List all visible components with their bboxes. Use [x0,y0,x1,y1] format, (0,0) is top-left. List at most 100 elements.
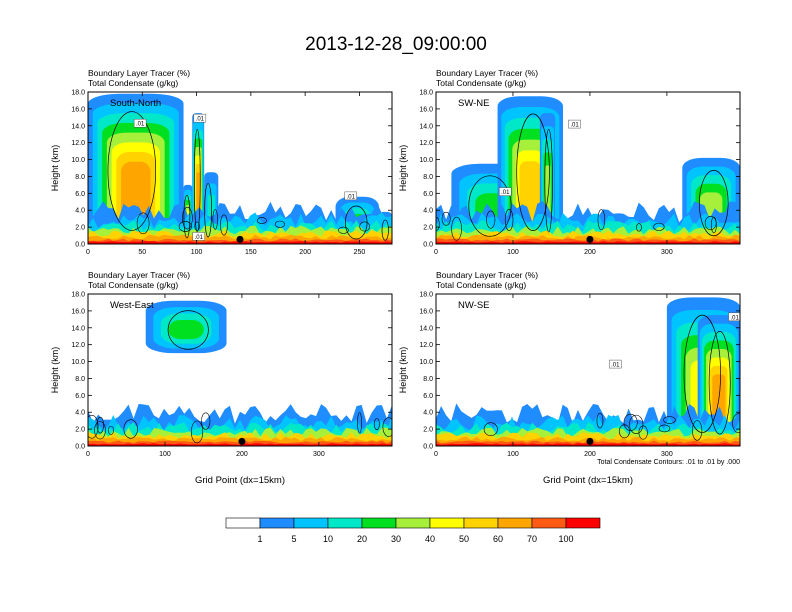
contour-line [182,206,193,230]
contour-line [373,418,380,431]
colorbar-label: 100 [558,534,573,544]
contour-line [88,414,99,439]
panel-title-line2: Total Condensate (g/kg) [88,78,178,88]
y-tick-label: 10.0 [71,359,85,366]
boundary-band-level-10 [436,241,740,244]
colorbar-label: 10 [323,534,333,544]
y-tick-label: 2.0 [75,225,85,232]
contour-label-box [344,191,357,201]
contour-line [468,175,512,237]
contour-line [436,217,440,231]
contour-label-box [192,232,205,241]
contour-line [220,214,228,236]
x-tick-label: 100 [191,249,203,256]
x-axis-label: Grid Point (dx=15km) [195,475,285,486]
plume-0-level-4 [168,319,204,340]
x-tick-label: 0 [434,249,438,256]
contour-line [596,412,604,429]
x-tick-label: 200 [584,249,596,256]
figure-title: 2013-12-28_09:00:00 [305,34,487,55]
colorbar-box [259,517,295,529]
panel-title-line2: Total Condensate (g/kg) [88,280,178,290]
colorbar-label: 20 [357,534,367,544]
x-tick-label: 0 [86,451,90,458]
contour-line [732,413,740,433]
contour-line [194,221,200,231]
y-tick-label: 2.0 [423,225,433,232]
contour-line [107,425,114,435]
location-marker [586,235,594,243]
contour-label: .01 [196,117,205,123]
contour-line [692,420,703,441]
plot-frame [87,91,393,245]
x-tick-label: 100 [507,451,519,458]
y-tick-label: 0.0 [423,242,433,249]
panel-sw-ne: .01 .01 0.0 2.0 4.0 6.0 8.0 10.0 12.0 14.0 16.0 18.… [398,68,741,256]
contour-line [683,314,721,433]
contour-label-box [568,119,581,129]
plot-area: .01 .01 [436,294,740,446]
contour-label: .01 [347,194,356,200]
y-tick-label: 14.0 [419,123,433,130]
colorbar-label: 1 [257,534,262,544]
contour-label: .01 [570,123,579,129]
colorbar-box [497,517,533,529]
contour-line [274,220,285,228]
contour-line [359,221,370,232]
y-axis-label: Height (km) [50,145,60,192]
x-tick-label: 300 [661,451,673,458]
contour-line [94,421,106,440]
y-tick-label: 2.0 [75,427,85,434]
contour-line [167,310,209,350]
x-tick-label: 0 [434,451,438,458]
x-tick-label: 200 [236,451,248,458]
contour-line [338,226,349,234]
contour-line [204,183,212,238]
panel-south-north: .01 .01 .01 .01 0.0 2.0 4.0 6.0 8.0 10.0 12.0 14.0 1… [50,68,393,256]
panel-west-east: 0.0 2.0 4.0 6.0 8.0 10.0 12.0 14.0 16.0 18.0 0 100 2… [50,270,393,486]
contour-line [193,129,201,233]
contour-line [658,424,671,433]
contour-line [486,210,496,229]
y-tick-label: 18.0 [71,292,85,299]
contour-label-box [133,118,147,128]
panel-nw-se: .01 .01 0.0 2.0 4.0 6.0 8.0 10.0 12.0 14.0 16.0 18.… [398,270,741,486]
contour-line [212,209,218,230]
y-tick-label: 4.0 [423,208,433,215]
x-tick-label: 200 [299,249,311,256]
panel-title-line1: Boundary Layer Tracer (%) [436,270,538,280]
colorbar-box [361,517,397,529]
contour-line [710,216,717,234]
contour-label-box [499,187,512,196]
y-tick-label: 18.0 [71,90,85,97]
contour-line [483,422,498,437]
plot-frame [435,293,741,447]
colorbar-label: 60 [493,534,503,544]
contour-line [96,416,104,434]
contour-label: .01 [501,190,510,196]
x-tick-label: 50 [138,249,146,256]
x-tick-label: 300 [661,249,673,256]
y-tick-label: 0.0 [75,242,85,249]
colorbar-label: 30 [391,534,401,544]
contour-line [653,222,665,231]
contour-line [597,209,606,231]
panel-label: SW-NE [458,98,490,109]
panels: .01 .01 .01 .01 0.0 2.0 4.0 6.0 8.0 10.0 12.0 14.0 1… [50,68,741,486]
contour-line [201,412,211,430]
contour-line [441,211,451,226]
plot-area [88,294,392,446]
y-tick-label: 16.0 [71,106,85,113]
panel-title-line1: Boundary Layer Tracer (%) [88,270,190,280]
y-tick-label: 8.0 [423,174,433,181]
contour-line [629,414,644,434]
colorbar-box [531,517,567,529]
contour-line [698,170,729,237]
y-tick-label: 16.0 [419,106,433,113]
contour-line [544,129,553,233]
panel-title-line1: Boundary Layer Tracer (%) [436,68,538,78]
y-tick-label: 16.0 [419,308,433,315]
y-tick-label: 8.0 [423,376,433,383]
contour-line [451,216,462,241]
colorbar-label: 50 [459,534,469,544]
